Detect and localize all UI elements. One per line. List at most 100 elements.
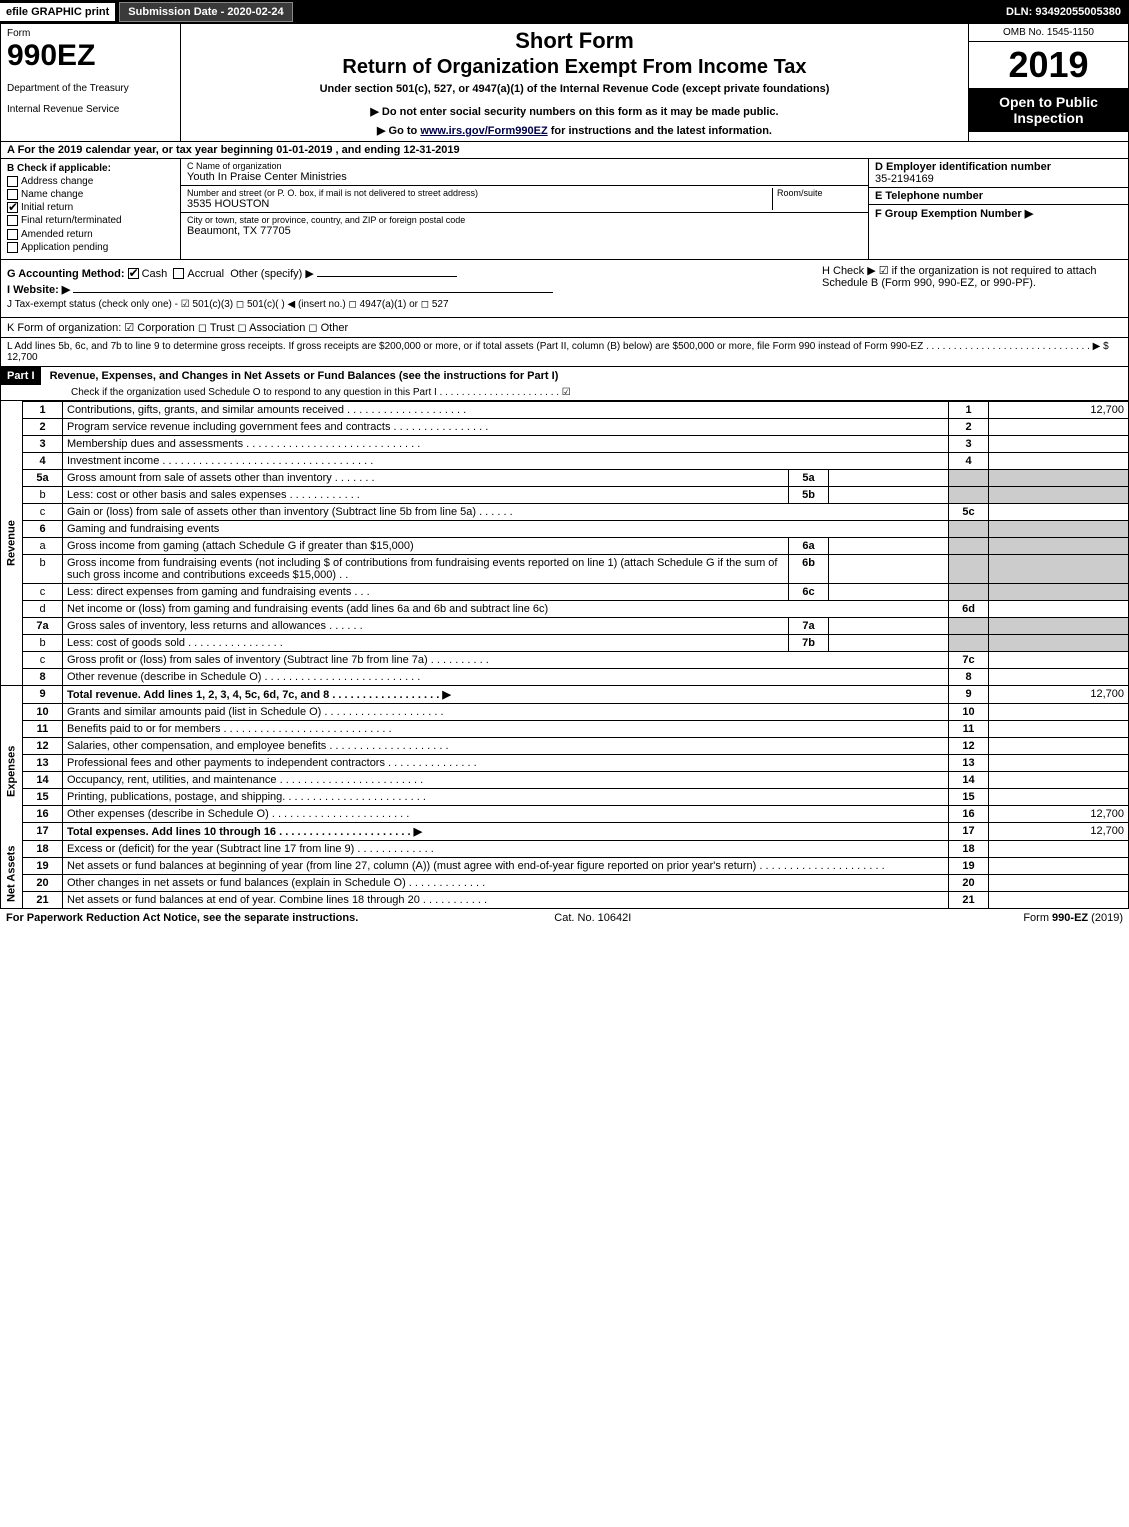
chk-address-change[interactable]: Address change (7, 176, 174, 187)
midv (829, 486, 949, 503)
chk-initial-return-label: Initial return (21, 202, 73, 213)
ln: 11 (23, 720, 63, 737)
mid: 5a (789, 469, 829, 486)
mid: 7a (789, 617, 829, 634)
header-left: Form 990EZ Department of the Treasury In… (1, 24, 181, 141)
num (949, 469, 989, 486)
submission-date-button[interactable]: Submission Date - 2020-02-24 (119, 2, 292, 22)
ln: c (23, 503, 63, 520)
irs-link[interactable]: www.irs.gov/Form990EZ (420, 125, 547, 137)
efile-print-button[interactable]: efile GRAPHIC print (0, 3, 115, 21)
desc: Professional fees and other payments to … (63, 754, 949, 771)
num (949, 617, 989, 634)
val (989, 754, 1129, 771)
footer: For Paperwork Reduction Act Notice, see … (0, 909, 1129, 927)
num (949, 537, 989, 554)
section-l: L Add lines 5b, 6c, and 7b to line 9 to … (0, 338, 1129, 367)
e-label: E Telephone number (875, 190, 1122, 202)
expenses-side-label: Expenses (1, 703, 23, 840)
desc: Program service revenue including govern… (63, 418, 949, 435)
section-j: J Tax-exempt status (check only one) - ☑… (7, 299, 1122, 310)
desc: Occupancy, rent, utilities, and maintena… (63, 771, 949, 788)
num (949, 554, 989, 583)
dln-label: DLN: 93492055005380 (1006, 6, 1129, 18)
ln: 21 (23, 891, 63, 908)
midv (829, 617, 949, 634)
dept-irs: Internal Revenue Service (7, 104, 174, 115)
g-other-input[interactable] (317, 276, 457, 277)
c-addr-label: Number and street (or P. O. box, if mail… (187, 188, 772, 198)
form-header: Form 990EZ Department of the Treasury In… (0, 24, 1129, 142)
section-b: B Check if applicable: Address change Na… (1, 159, 181, 259)
table-row: Net Assets 18Excess or (deficit) for the… (1, 840, 1129, 857)
num: 7c (949, 651, 989, 668)
main-table: Revenue 1Contributions, gifts, grants, a… (0, 401, 1129, 909)
ln: d (23, 600, 63, 617)
chk-initial-return[interactable]: Initial return (7, 202, 174, 213)
table-row: 20Other changes in net assets or fund ba… (1, 874, 1129, 891)
table-row: 14Occupancy, rent, utilities, and mainte… (1, 771, 1129, 788)
chk-accrual[interactable] (173, 268, 184, 279)
midv (829, 554, 949, 583)
chk-application-pending[interactable]: Application pending (7, 242, 174, 253)
desc: Benefits paid to or for members . . . . … (63, 720, 949, 737)
desc: Gross profit or (loss) from sales of inv… (63, 651, 949, 668)
chk-cash[interactable] (128, 268, 139, 279)
block-ghij: H Check ▶ ☑ if the organization is not r… (0, 260, 1129, 318)
table-row: 17Total expenses. Add lines 10 through 1… (1, 822, 1129, 840)
under-section: Under section 501(c), 527, or 4947(a)(1)… (189, 83, 960, 95)
num: 21 (949, 891, 989, 908)
val (989, 720, 1129, 737)
ln: 12 (23, 737, 63, 754)
chk-final-return[interactable]: Final return/terminated (7, 215, 174, 226)
short-form-title: Short Form (189, 28, 960, 54)
num: 6d (949, 600, 989, 617)
ln: 16 (23, 805, 63, 822)
section-def: D Employer identification number 35-2194… (868, 159, 1128, 259)
desc: Membership dues and assessments . . . . … (63, 435, 949, 452)
section-a: A For the 2019 calendar year, or tax yea… (0, 142, 1129, 159)
desc: Salaries, other compensation, and employ… (63, 737, 949, 754)
ln: 20 (23, 874, 63, 891)
ln: 7a (23, 617, 63, 634)
website-input[interactable] (73, 292, 553, 293)
ln: 18 (23, 840, 63, 857)
num: 14 (949, 771, 989, 788)
desc: Less: cost or other basis and sales expe… (63, 486, 789, 503)
midv (829, 537, 949, 554)
c-room-label: Room/suite (777, 188, 862, 198)
f-label: F Group Exemption Number ▶ (875, 207, 1122, 220)
val (989, 634, 1129, 651)
val (989, 840, 1129, 857)
table-row: 6Gaming and fundraising events (1, 520, 1129, 537)
num: 20 (949, 874, 989, 891)
val: 12,700 (989, 805, 1129, 822)
dept-treasury: Department of the Treasury (7, 83, 174, 94)
desc: Less: cost of goods sold . . . . . . . .… (63, 634, 789, 651)
desc: Gaming and fundraising events (63, 520, 949, 537)
goto-pre: ▶ Go to (377, 125, 420, 137)
goto-post: for instructions and the latest informat… (548, 125, 772, 137)
chk-application-pending-label: Application pending (21, 242, 108, 253)
table-row: 13Professional fees and other payments t… (1, 754, 1129, 771)
table-row: Revenue 1Contributions, gifts, grants, a… (1, 401, 1129, 418)
val (989, 469, 1129, 486)
table-row: bLess: cost of goods sold . . . . . . . … (1, 634, 1129, 651)
form-number: 990EZ (7, 39, 174, 73)
table-row: cGain or (loss) from sale of assets othe… (1, 503, 1129, 520)
chk-amended-return[interactable]: Amended return (7, 229, 174, 240)
ssn-note: ▶ Do not enter social security numbers o… (189, 105, 960, 118)
table-row: 12Salaries, other compensation, and empl… (1, 737, 1129, 754)
val (989, 486, 1129, 503)
val (989, 600, 1129, 617)
val (989, 617, 1129, 634)
chk-name-change[interactable]: Name change (7, 189, 174, 200)
table-row: bGross income from fundraising events (n… (1, 554, 1129, 583)
table-row: dNet income or (loss) from gaming and fu… (1, 600, 1129, 617)
table-row: cLess: direct expenses from gaming and f… (1, 583, 1129, 600)
table-row: cGross profit or (loss) from sales of in… (1, 651, 1129, 668)
num: 15 (949, 788, 989, 805)
val (989, 583, 1129, 600)
val (989, 520, 1129, 537)
mid: 6c (789, 583, 829, 600)
